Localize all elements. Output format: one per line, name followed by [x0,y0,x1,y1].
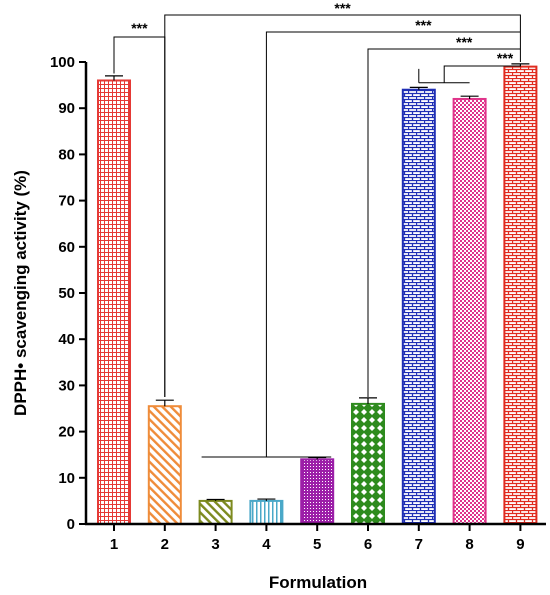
significance-label: *** [415,17,432,33]
x-tick-label: 7 [415,536,423,553]
bar-4 [249,499,284,525]
y-tick-label: 80 [58,146,75,163]
x-ticks-layer: 1 2 3 4 5 6 7 8 9 [110,524,525,553]
significance-bracket [418,65,521,84]
significance-layer: *** *** *** *** *** [113,0,521,458]
y-tick-label: 100 [50,54,75,71]
significance-bracket [367,48,521,397]
y-tick-label: 70 [58,193,75,210]
x-tick-label: 2 [161,536,169,553]
error-bar-2 [155,399,174,407]
y-axis-title: DPPH• scavenging activity (%) [11,170,30,416]
y-ticks-layer: 0 10 20 30 40 50 60 70 80 90 100 [50,54,86,533]
x-tick-label: 1 [110,536,118,553]
significance-bracket [164,14,521,397]
significance-label: *** [456,34,473,50]
y-tick-label: 20 [58,424,75,441]
y-tick-label: 50 [58,285,75,302]
bar-9 [503,65,538,526]
error-bars-layer [105,63,530,501]
bar-3 [198,499,233,525]
error-bar-3 [206,498,225,501]
y-tick-label: 10 [58,470,75,487]
x-tick-label: 8 [465,536,473,553]
y-tick-label: 30 [58,377,75,394]
y-tick-label: 60 [58,239,75,256]
error-bar-4 [257,498,276,501]
bar-5 [300,458,335,526]
x-tick-label: 5 [313,536,321,553]
error-bar-7 [409,86,428,90]
error-bar-1 [105,75,123,81]
x-axis-title: Formulation [269,573,367,592]
x-tick-label: 4 [262,536,271,553]
x-tick-label: 6 [364,536,372,553]
error-bar-6 [359,397,377,404]
bar-8 [452,97,487,526]
significance-bracket [201,31,521,458]
x-tick-label: 9 [516,536,524,553]
y-tick-label: 0 [67,516,75,533]
x-tick-label: 3 [211,536,219,553]
bar-6 [351,402,385,526]
significance-label: *** [131,20,148,36]
significance-label: *** [334,0,351,16]
y-tick-label: 90 [58,100,75,117]
bar-1 [97,79,131,525]
bars-layer [97,65,538,526]
significance-label: *** [497,50,514,66]
y-tick-label: 40 [58,331,75,348]
bar-7 [401,88,436,525]
bar-2 [147,405,182,525]
error-bar-8 [460,95,479,99]
